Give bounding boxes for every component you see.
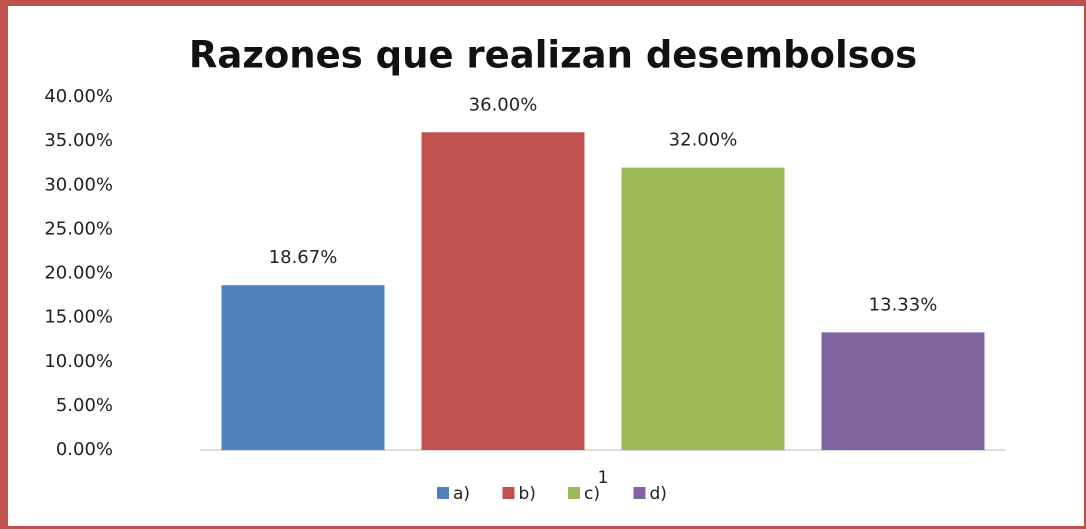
y-tick-label: 35.00% bbox=[44, 130, 113, 151]
y-tick-label: 25.00% bbox=[44, 218, 113, 239]
bar bbox=[621, 167, 785, 450]
bar bbox=[421, 132, 585, 451]
value-label: 18.67% bbox=[269, 247, 338, 268]
bar bbox=[821, 332, 985, 450]
value-label: 13.33% bbox=[869, 294, 938, 315]
legend-swatch bbox=[568, 487, 580, 499]
y-tick-label: 30.00% bbox=[44, 174, 113, 195]
y-tick-label: 5.00% bbox=[56, 395, 113, 416]
legend-swatch bbox=[502, 487, 515, 499]
y-tick-label: 15.00% bbox=[44, 307, 113, 328]
legend-label: c) bbox=[584, 484, 600, 504]
y-tick-label: 40.00% bbox=[44, 86, 113, 107]
chart-title: Razones que realizan desembolsos bbox=[189, 34, 917, 77]
bar bbox=[221, 285, 385, 450]
legend-swatch bbox=[437, 487, 449, 499]
value-label: 36.00% bbox=[469, 94, 538, 115]
y-tick-label: 10.00% bbox=[44, 351, 113, 372]
legend-swatch bbox=[633, 487, 646, 499]
value-label: 32.00% bbox=[669, 130, 738, 151]
x-tick-label: 1 bbox=[598, 468, 609, 488]
legend-label: d) bbox=[650, 484, 667, 504]
y-tick-label: 0.00% bbox=[56, 439, 113, 460]
legend-label: b) bbox=[519, 484, 536, 504]
legend-label: a) bbox=[453, 484, 470, 504]
y-tick-label: 20.00% bbox=[44, 263, 113, 284]
